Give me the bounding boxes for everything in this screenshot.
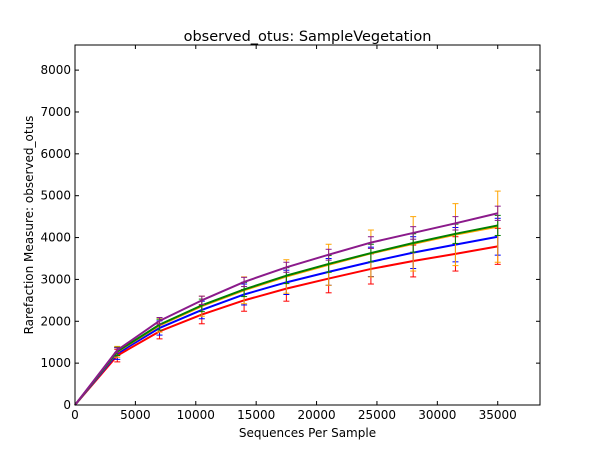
ticks: 0 5000 10000 15000 20000 25000 30000 35000 0 1000… [40, 45, 540, 422]
y-tick-label: 6000 [40, 147, 71, 161]
x-tick-label: 30000 [418, 408, 456, 422]
x-tick-label: 5000 [120, 408, 151, 422]
axes-frame [74, 44, 541, 406]
plot-frame [74, 44, 541, 406]
y-tick-label: 8000 [40, 63, 71, 77]
y-tick-label: 0 [63, 398, 71, 412]
series-4 [74, 214, 501, 406]
x-tick-label: 35000 [479, 408, 517, 422]
series-line [74, 224, 498, 406]
y-tick-label: 7000 [40, 105, 71, 119]
y-tick-label: 5000 [40, 189, 71, 203]
x-tick-label: 25000 [358, 408, 396, 422]
plot-area [74, 190, 501, 406]
y-tick-label: 4000 [40, 231, 71, 245]
series-5 [74, 205, 501, 406]
y-tick-label: 2000 [40, 314, 71, 328]
series-3 [74, 190, 501, 406]
x-tick-label: 10000 [177, 408, 215, 422]
x-tick-label: 20000 [297, 408, 335, 422]
series-line [74, 225, 498, 406]
x-axis-label: Sequences Per Sample [239, 426, 376, 440]
series-2 [74, 217, 501, 406]
x-tick-label: 0 [71, 408, 79, 422]
y-tick-label: 1000 [40, 356, 71, 370]
y-tick-label: 3000 [40, 272, 71, 286]
series-1 [74, 227, 501, 406]
series-line [74, 212, 498, 406]
chart-title: observed_otus: SampleVegetation [184, 29, 432, 45]
y-axis-label: Rarefaction Measure: observed_otus [22, 116, 36, 335]
x-tick-label: 15000 [237, 408, 275, 422]
